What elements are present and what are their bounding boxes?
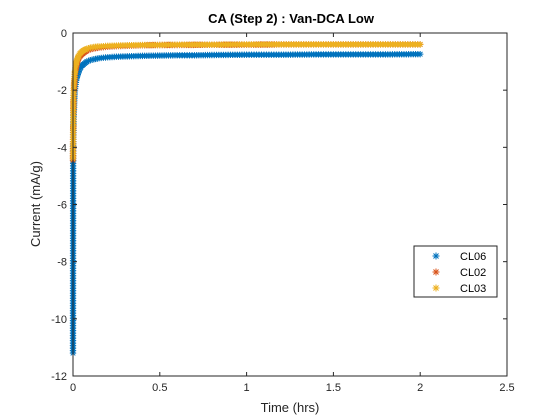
chart-title: CA (Step 2) : Van-DCA Low (208, 11, 375, 26)
data-point (417, 50, 424, 58)
plot-background (73, 33, 507, 376)
x-tick-label: 0.5 (152, 382, 167, 394)
data-point (83, 58, 91, 65)
legend-marker (432, 252, 440, 260)
plot-area (73, 33, 507, 376)
data-point (417, 41, 424, 48)
data-point (83, 45, 91, 52)
y-tick-label: -6 (57, 200, 67, 212)
y-tick-label: -2 (57, 85, 67, 97)
x-tick-label: 0 (70, 382, 76, 394)
axes: 0 0.5 1 1.5 2 2.5 -12 -10 -8 -6 -4 -2 0 (51, 28, 515, 394)
y-tick-label: -8 (57, 257, 67, 269)
legend-marker (432, 268, 440, 276)
data-point (75, 69, 82, 77)
y-axis-label: Current (mA/g) (28, 161, 43, 247)
data-point (75, 68, 82, 75)
y-tick-label: 0 (61, 28, 67, 40)
legend-box (413, 245, 498, 298)
data-point (76, 66, 83, 74)
x-tick-label: 2 (417, 382, 423, 394)
x-axis-label: Time (hrs) (261, 400, 320, 415)
data-point (85, 44, 92, 52)
legend: CL06 CL02 CL03 (413, 245, 498, 298)
x-tick-label: 1.5 (326, 382, 341, 394)
legend-marker (432, 284, 440, 292)
x-tick-label: 1 (244, 382, 250, 394)
y-tick-label: -12 (51, 371, 67, 383)
legend-label: CL03 (460, 283, 486, 295)
legend-label: CL06 (460, 251, 486, 263)
legend-label: CL02 (460, 267, 486, 279)
x-tick-label: 2.5 (499, 382, 514, 394)
y-tick-label: -4 (57, 142, 67, 154)
data-point (85, 57, 92, 65)
y-tick-label: -10 (51, 314, 67, 326)
